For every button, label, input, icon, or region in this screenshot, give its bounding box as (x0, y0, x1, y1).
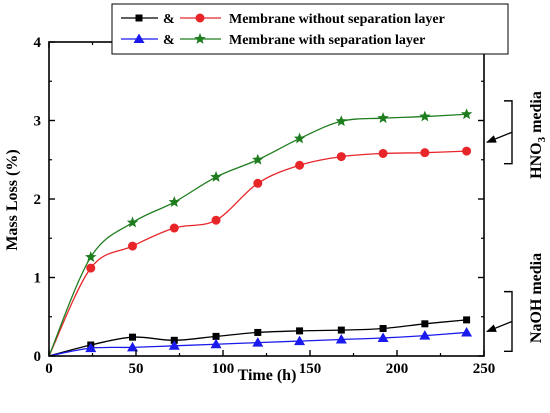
series-layer (48, 108, 473, 357)
data-point-naoh-without-96 (212, 332, 220, 340)
data-point-naoh-with-168 (335, 334, 347, 344)
legend-marker-triangle (133, 33, 145, 43)
data-point-naoh-without-120 (254, 328, 262, 336)
legend-amp-2: & (163, 33, 175, 48)
data-point-naoh-with-48 (127, 341, 139, 352)
legend: & Membrane without separation layer & Me… (111, 3, 509, 55)
legend-marker-square (135, 14, 143, 22)
data-point-naoh-with-120 (252, 337, 264, 347)
data-point-naoh-with-240 (461, 326, 473, 337)
x-tick-label-100: 100 (212, 361, 235, 377)
data-point-hno3-with-48 (126, 216, 139, 228)
data-point-hno3-with-168 (335, 115, 348, 127)
data-point-naoh-without-144 (296, 327, 304, 335)
data-point-hno3-without-48 (128, 241, 138, 251)
data-point-naoh-without-48 (129, 333, 137, 341)
y-tick-label-4: 4 (34, 35, 42, 51)
data-point-naoh-with-144 (294, 335, 306, 346)
y-tick-label-3: 3 (34, 114, 42, 130)
legend-amp-1: & (163, 12, 175, 27)
y-tick-label-1: 1 (34, 271, 42, 287)
hno3-arrow (486, 131, 513, 143)
y-tick-label-2: 2 (34, 192, 42, 208)
x-tick-label-150: 150 (299, 361, 322, 377)
data-point-naoh-without-216 (421, 320, 429, 328)
data-point-hno3-with-120 (252, 153, 264, 165)
data-point-hno3-without-72 (169, 223, 179, 233)
data-point-naoh-with-216 (419, 330, 431, 340)
data-point-hno3-without-24 (86, 263, 96, 273)
data-point-hno3-without-240 (462, 146, 472, 156)
data-point-naoh-with-24 (85, 342, 97, 353)
data-point-hno3-without-144 (295, 160, 305, 170)
x-axis-title: Time (h) (238, 367, 297, 384)
hno3-media-label: HNO3 media (528, 91, 548, 179)
data-point-hno3-with-24 (85, 251, 97, 262)
y-tick-label-0: 0 (34, 349, 42, 365)
data-point-naoh-without-240 (463, 316, 471, 324)
x-tick-label-50: 50 (129, 361, 144, 377)
data-point-hno3-with-96 (210, 171, 222, 182)
data-point-hno3-without-120 (253, 178, 263, 188)
data-point-naoh-with-192 (377, 332, 389, 342)
data-point-hno3-with-72 (168, 196, 180, 207)
data-point-naoh-without-168 (337, 326, 345, 334)
legend-label-without-layer: Membrane without separation layer (229, 12, 445, 27)
bracket-layer (486, 100, 513, 352)
legend-label-with-layer: Membrane with separation layer (229, 33, 425, 48)
data-point-hno3-with-240 (460, 108, 473, 120)
y-axis-title: Mass Loss (%) (4, 149, 21, 250)
data-point-naoh-with-72 (168, 340, 180, 350)
data-point-hno3-without-216 (420, 148, 430, 158)
x-tick-label-0: 0 (45, 361, 53, 377)
naoh-media-label: NaOH media (528, 253, 545, 343)
legend-box (111, 3, 509, 55)
data-point-hno3-without-96 (211, 215, 221, 225)
data-point-hno3-with-144 (293, 132, 306, 144)
legend-marker-star (194, 33, 206, 44)
data-point-hno3-without-192 (378, 148, 388, 158)
data-point-hno3-with-216 (419, 110, 431, 122)
data-point-hno3-without-168 (336, 152, 346, 162)
legend-marker-circle (195, 13, 205, 23)
data-point-naoh-with-96 (210, 338, 222, 349)
series-line-hno3-with (48, 113, 467, 357)
data-point-naoh-without-192 (379, 325, 387, 333)
data-point-hno3-with-192 (377, 112, 389, 123)
plot-frame (48, 41, 485, 357)
x-tick-label-200: 200 (386, 361, 409, 377)
naoh-arrow (486, 320, 513, 333)
x-tick-label-250: 250 (473, 361, 496, 377)
axes-layer: 0 50 100 150 200 250 0 1 2 3 4 (34, 35, 496, 377)
